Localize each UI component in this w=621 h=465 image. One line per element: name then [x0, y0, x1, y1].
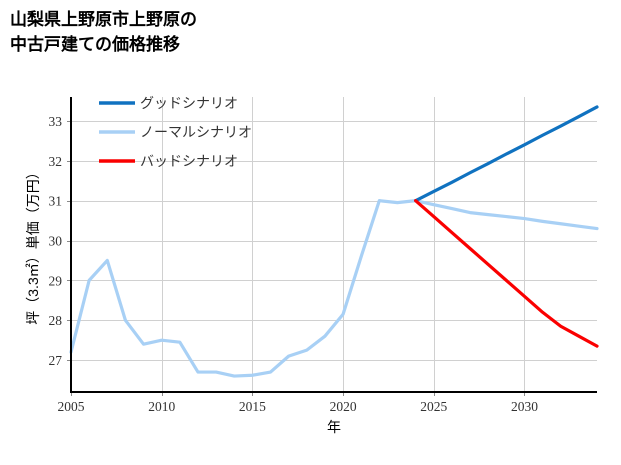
page-title: 山梨県上野原市上野原の 中古戸建ての価格推移 [10, 10, 197, 54]
y-tick-label-32: 32 [49, 154, 63, 169]
legend-label-normal: ノーマルシナリオ [140, 126, 252, 141]
y-tick-label-30: 30 [49, 234, 63, 249]
y-tick-label-31: 31 [49, 194, 63, 209]
series-group [69, 105, 599, 378]
gridlines-group [71, 97, 597, 392]
y-axis-title: 坪（3.3㎡）単価（万円） [25, 165, 41, 324]
series-line-バッドシナリオ [414, 199, 599, 348]
y-tick-label-28: 28 [49, 313, 63, 328]
x-tick-label-2015: 2015 [239, 399, 266, 414]
x-axis-title: 年 [327, 419, 341, 435]
legend-label-bad: バッドシナリオ [140, 155, 238, 170]
x-tick-label-2030: 2030 [511, 399, 538, 414]
axis-spines [70, 97, 597, 393]
x-tick-label-2025: 2025 [420, 399, 447, 414]
series-line-ノーマルシナリオ [69, 199, 599, 378]
series-line-グッドシナリオ [414, 105, 599, 203]
y-tick-labels: 27 28 29 30 31 32 33 [49, 114, 63, 368]
x-tick-labels: 2005 2010 2015 2020 2025 2030 [58, 399, 539, 414]
x-tick-label-2010: 2010 [148, 399, 175, 414]
x-tick-label-2005: 2005 [58, 399, 85, 414]
legend-label-good: グッドシナリオ [140, 96, 238, 112]
y-tick-label-27: 27 [49, 353, 63, 368]
y-tick-label-29: 29 [49, 273, 63, 288]
x-tick-label-2020: 2020 [330, 399, 357, 414]
y-tick-label-33: 33 [49, 114, 63, 129]
